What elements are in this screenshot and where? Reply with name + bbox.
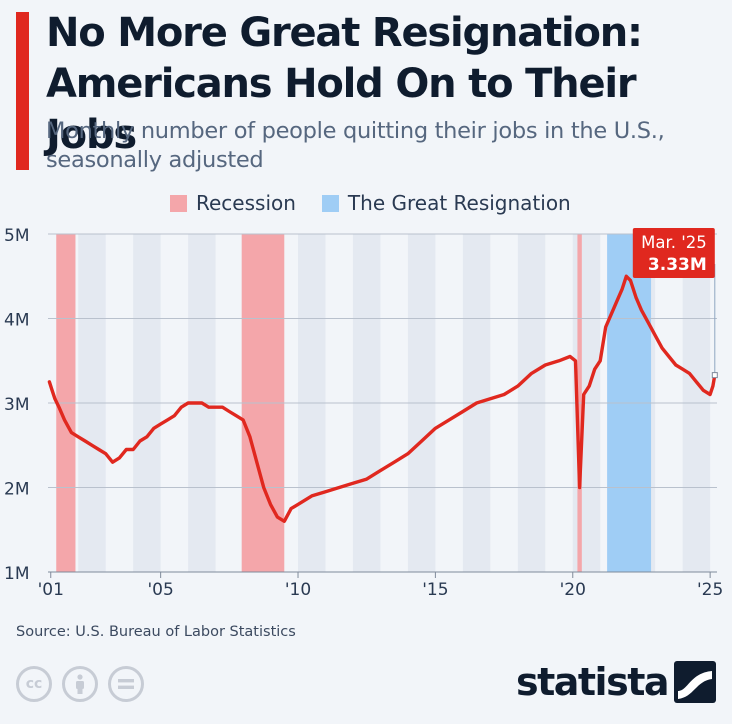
source-note: Source: U.S. Bureau of Labor Statistics	[16, 624, 296, 640]
chart-title: No More Great Resignation: Americans Hol…	[46, 10, 643, 158]
annotation-marker	[711, 372, 718, 379]
brand[interactable]: statista	[516, 660, 716, 704]
x-tick-label: '01	[38, 580, 64, 600]
annotation-box	[632, 228, 715, 278]
statista-logo-icon	[674, 661, 716, 703]
legend-swatch-recession	[170, 194, 187, 212]
legend-item-great-resignation: The Great Resignation	[321, 191, 571, 215]
x-tick-label: '10	[285, 580, 311, 600]
legend: Recession The Great Resignation	[170, 191, 597, 215]
annotation-value-label: 3.33M	[648, 255, 707, 275]
legend-item-recession: Recession	[170, 191, 296, 215]
y-tick-label: 4M	[4, 311, 29, 331]
legend-label-recession: Recession	[196, 191, 296, 215]
y-tick-label: 1M	[4, 564, 29, 584]
x-tick-label: '15	[422, 580, 448, 600]
cc-icon[interactable]: cc	[16, 666, 52, 702]
x-tick-label: '25	[697, 580, 723, 600]
attribution-icon[interactable]	[62, 666, 98, 702]
x-tick-label: '05	[147, 580, 173, 600]
y-tick-label: 2M	[4, 480, 29, 500]
legend-swatch-great-resignation	[321, 194, 339, 212]
y-tick-label: 3M	[4, 395, 29, 415]
no-derivatives-icon[interactable]	[108, 666, 144, 702]
line-chart: 1M 2M 3M 4M 5M '01 '05 '10 '15 '20 '25 Mar. '25 3.33…	[4, 226, 723, 600]
legend-label-great-resignation: The Great Resignation	[347, 191, 571, 215]
x-tick-label: '20	[560, 580, 586, 600]
brand-wordmark: statista	[515, 660, 670, 704]
license-icons: cc	[16, 666, 154, 702]
chart-subtitle: Monthly number of people quitting their …	[46, 118, 665, 173]
accent-bar	[16, 12, 29, 170]
y-tick-label: 5M	[4, 226, 29, 246]
annotation-date-label: Mar. '25	[641, 233, 707, 252]
quits-series-line	[47, 274, 717, 523]
